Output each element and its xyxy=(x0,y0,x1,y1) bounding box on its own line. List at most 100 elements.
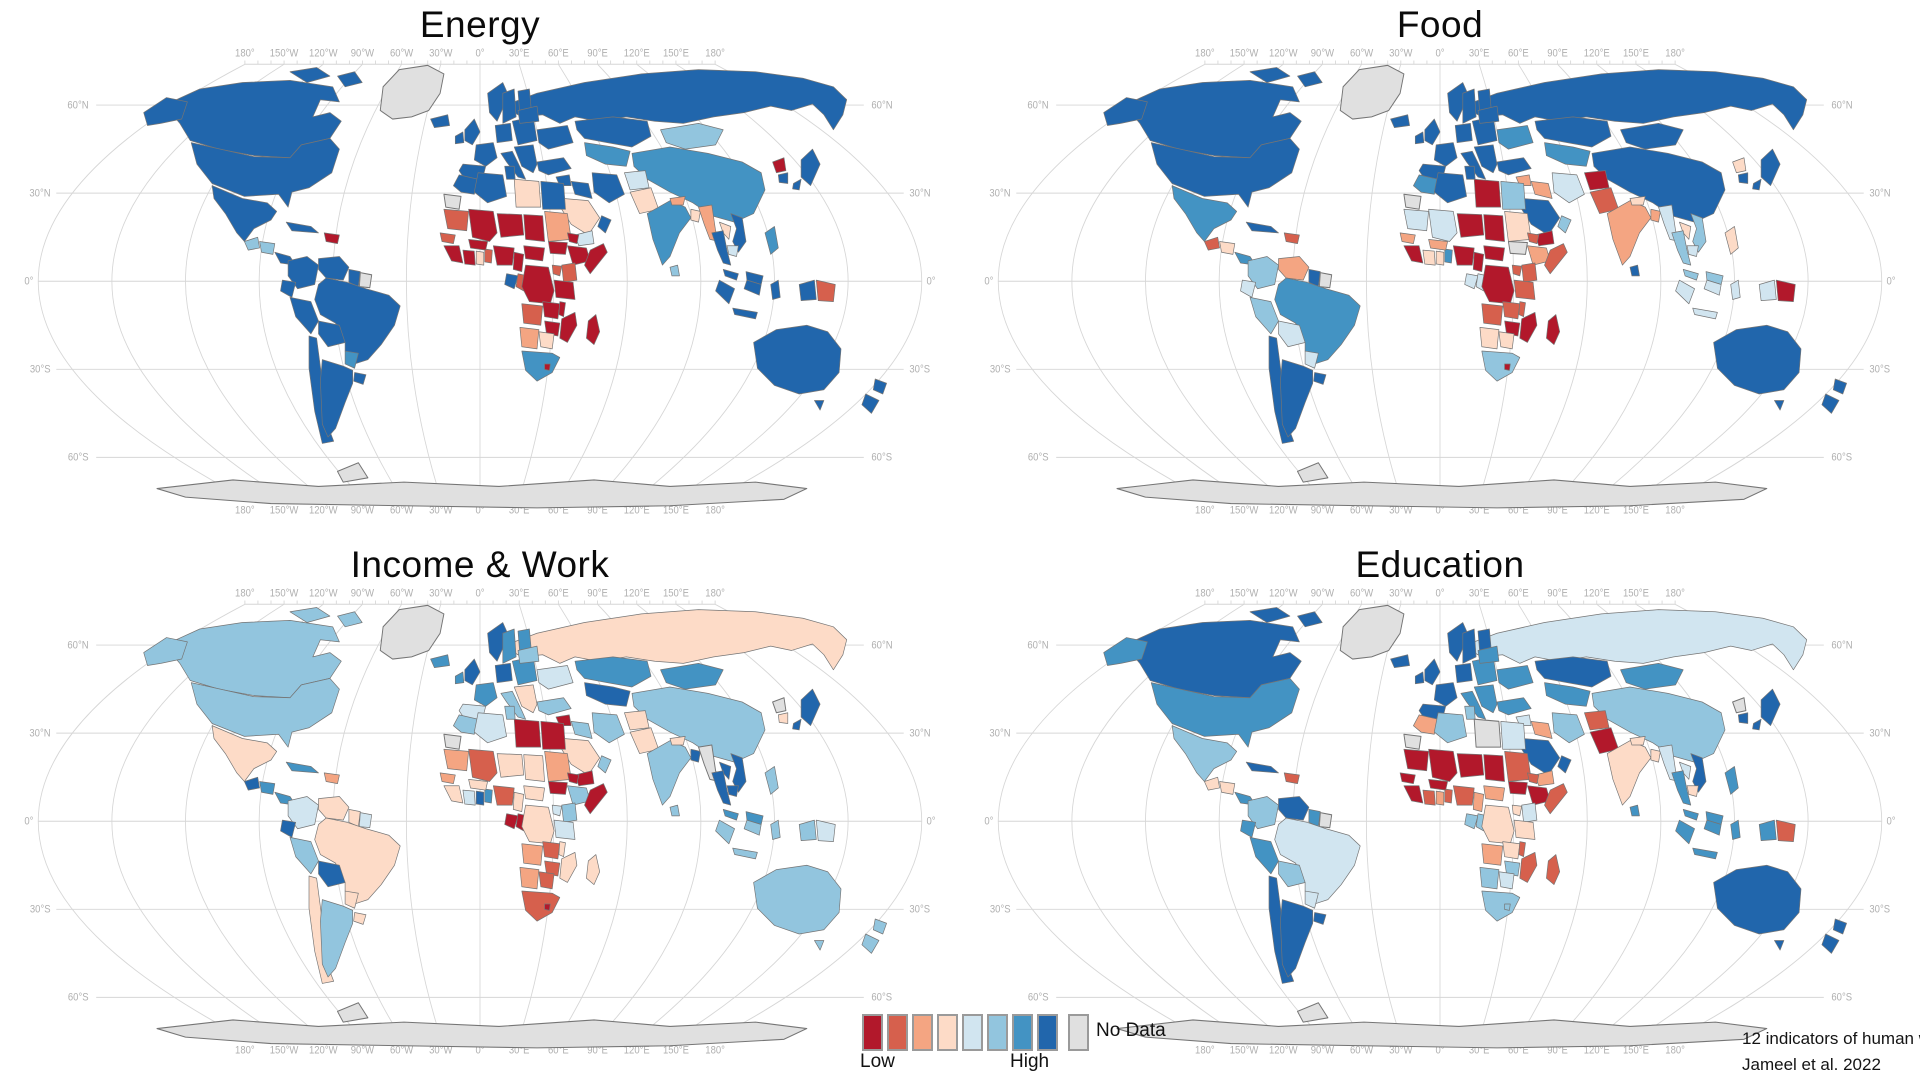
country-alaska xyxy=(143,97,188,126)
lon-label-bottom: 90°W xyxy=(351,1045,375,1057)
country-ivory_coast xyxy=(462,249,476,266)
lat-label-left: 30°S xyxy=(990,364,1011,376)
country-alaska xyxy=(1103,637,1148,666)
lat-label-left: 60°N xyxy=(67,100,88,112)
country-uganda xyxy=(1511,804,1523,817)
country-sri_lanka xyxy=(1629,804,1640,817)
lon-label-top: 30°W xyxy=(1389,588,1413,600)
country-balkans xyxy=(1473,144,1498,174)
lat-label-left: 0° xyxy=(984,276,993,288)
lon-label-bottom: 150°W xyxy=(1230,505,1259,517)
lon-label-bottom: 90°E xyxy=(1547,1045,1568,1057)
country-angola xyxy=(521,303,544,326)
country-iceland xyxy=(1390,654,1410,669)
country-central_asia xyxy=(584,142,631,167)
country-zimbabwe xyxy=(1504,320,1521,337)
country-afghanistan xyxy=(1584,170,1610,191)
country-argentina xyxy=(320,359,354,438)
country-balkans xyxy=(513,684,538,714)
country-philippines xyxy=(1724,766,1739,795)
country-haiti xyxy=(1283,772,1300,785)
country-bolivia xyxy=(318,860,346,888)
country-eritrea xyxy=(567,232,580,245)
world-map-energy: 180° 180° 150°W 150°W 120°W 120°W 90°W 90°W 60°W… xyxy=(5,46,955,524)
country-antarctica xyxy=(1116,462,1768,509)
country-namibia xyxy=(519,867,540,890)
country-burkina xyxy=(468,778,488,791)
lon-label-top: 0° xyxy=(1435,588,1444,600)
country-bangladesh xyxy=(1650,748,1661,763)
country-drc xyxy=(1481,264,1515,305)
country-ecuador xyxy=(1240,819,1257,838)
country-madagascar xyxy=(1546,314,1561,345)
country-togo_benin xyxy=(1444,788,1453,804)
lat-label-left: 30°S xyxy=(30,904,51,916)
country-kenya xyxy=(561,802,578,823)
country-niger xyxy=(496,213,525,238)
country-ukraine xyxy=(1496,665,1534,690)
country-honduras xyxy=(259,781,276,795)
legend-swatch-r3 xyxy=(887,1014,908,1051)
lat-label-right: 30°S xyxy=(909,904,930,916)
lat-label-right: 30°N xyxy=(909,188,930,200)
country-botswana xyxy=(1498,871,1515,890)
lon-label-top: 60°W xyxy=(390,588,414,600)
country-somalia xyxy=(1544,243,1568,275)
country-eritrea xyxy=(1527,232,1540,245)
country-malawi xyxy=(558,841,566,858)
lon-label-top: 120°W xyxy=(309,588,338,600)
country-bolivia xyxy=(1278,320,1306,348)
country-greenland xyxy=(1339,604,1405,660)
lon-label-top: 180° xyxy=(705,588,725,600)
lat-label-right: 30°N xyxy=(1869,188,1890,200)
lon-label-bottom: 150°W xyxy=(1230,1045,1259,1057)
country-niger xyxy=(1456,753,1485,778)
country-cuba xyxy=(285,761,319,774)
lon-label-bottom: 90°W xyxy=(351,505,375,517)
country-greenland xyxy=(379,604,445,660)
country-zambia xyxy=(1502,301,1521,320)
country-greenland xyxy=(379,64,445,120)
lon-label-bottom: 120°W xyxy=(1269,1045,1298,1057)
country-nepal xyxy=(1629,196,1646,206)
country-venezuela xyxy=(1278,796,1310,821)
lon-label-top: 30°W xyxy=(429,588,453,600)
lon-label-top: 120°E xyxy=(624,588,650,600)
country-venezuela xyxy=(318,796,350,821)
lat-label-right: 30°S xyxy=(1869,364,1890,376)
country-angola xyxy=(1481,843,1504,866)
map-panel-food: Food 180° 180° 150°W 150°W 120°W 120°W 90°W 90°… xyxy=(960,0,1920,540)
country-japan xyxy=(1752,688,1781,731)
legend-swatch-b2 xyxy=(987,1014,1008,1051)
lon-label-top: 120°E xyxy=(624,48,650,60)
country-china xyxy=(1591,686,1726,763)
country-mongolia xyxy=(1620,122,1684,150)
lat-label-left: 30°N xyxy=(989,728,1010,740)
country-iceland xyxy=(1390,114,1410,129)
country-brazil xyxy=(1274,277,1361,365)
country-thailand xyxy=(711,770,732,806)
map-panel-income-work: Income & Work 180° 180° 150°W 150°W 120°W 120… xyxy=(0,540,960,1080)
country-tanzania xyxy=(1513,279,1536,300)
lon-label-top: 30°E xyxy=(1469,588,1490,600)
country-iceland xyxy=(430,114,450,129)
world-map-food: 180° 180° 150°W 150°W 120°W 120°W 90°W 90°W 60°W… xyxy=(965,46,1915,524)
country-angola xyxy=(521,843,544,866)
country-gabon xyxy=(1464,813,1479,830)
country-brazil xyxy=(1274,817,1361,905)
country-w_sahara xyxy=(443,193,462,210)
country-malaysia xyxy=(722,269,764,285)
country-mongolia xyxy=(1620,662,1684,690)
country-iran xyxy=(591,712,625,744)
country-guinea_coast xyxy=(1403,245,1424,264)
country-ivory_coast xyxy=(462,789,476,806)
lon-label-bottom: 90°E xyxy=(587,1045,608,1057)
country-peru xyxy=(289,296,319,335)
lon-label-bottom: 30°E xyxy=(509,1045,530,1057)
lat-label-right: 0° xyxy=(927,276,936,288)
country-car xyxy=(523,785,545,802)
lon-label-top: 150°E xyxy=(663,48,689,60)
country-nigeria xyxy=(1452,245,1475,266)
legend-swatch-r1 xyxy=(937,1014,958,1051)
lon-label-bottom: 30°W xyxy=(429,505,453,517)
